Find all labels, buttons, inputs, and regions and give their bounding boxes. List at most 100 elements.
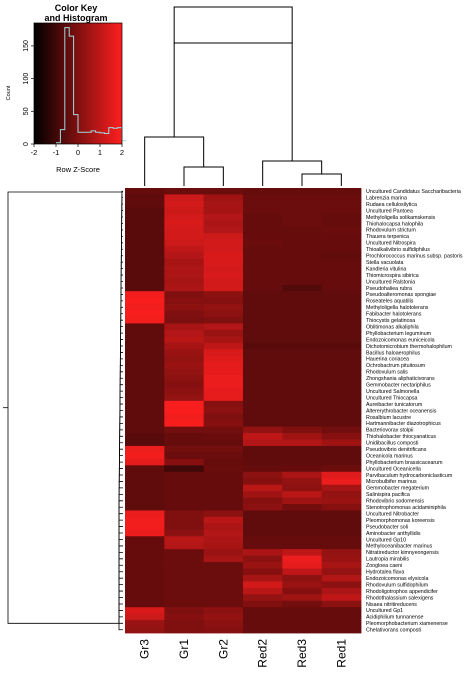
heatmap-cell: [164, 529, 205, 537]
heatmap-cell: [203, 329, 244, 337]
heatmap-cell: [282, 574, 323, 582]
heatmap-cell: [321, 265, 362, 273]
heatmap-cell: [282, 278, 323, 286]
heatmap-cell: [321, 484, 362, 492]
heatmap-cell: [243, 239, 283, 247]
key-y-label: Count: [6, 85, 12, 100]
heatmap-cell: [125, 220, 165, 228]
heatmap-cell: [321, 568, 362, 576]
row-label: Aureibacter tunicatorum: [366, 402, 423, 408]
heatmap-cell: [125, 316, 165, 324]
heatmap-cell: [164, 471, 205, 479]
heatmap-cell: [282, 510, 323, 518]
heatmap-cell: [164, 252, 205, 260]
row-label: Gemmobacter nectariphilus: [366, 383, 431, 389]
heatmap-cell: [164, 233, 205, 240]
heatmap-cell: [282, 555, 323, 563]
row-label: Uncultured Gp10: [366, 537, 406, 543]
key-title-line2: and Histogram: [44, 13, 107, 23]
row-label: Aminobacter anthyllidis: [366, 531, 421, 537]
heatmap-cell: [203, 387, 244, 395]
heatmap-cell: [321, 529, 362, 537]
row-label: Nisaea nitritireducens: [366, 602, 417, 608]
key-x-tick-label: -1: [53, 148, 60, 157]
heatmap-cell: [282, 484, 323, 492]
heatmap-cell: [125, 310, 165, 318]
heatmap-cell: [125, 594, 165, 602]
heatmap-cell: [164, 607, 205, 615]
heatmap-cell: [164, 594, 205, 602]
heatmap-cell: [203, 426, 244, 434]
heatmap-cell: [164, 304, 205, 311]
heatmap-cell: [164, 265, 205, 273]
heatmap-cell: [164, 439, 205, 447]
heatmap-cell: [203, 491, 244, 498]
heatmap-cell: [321, 594, 362, 602]
heatmap-cell: [243, 620, 283, 627]
row-label: Phyllobacterium brassicacearum: [366, 460, 443, 466]
heatmap-cell: [243, 549, 283, 557]
dendrogram-branch: [7, 191, 123, 624]
heatmap-cell: [243, 407, 283, 415]
row-label: Fabibacter halotolerans: [366, 312, 422, 318]
column-label: Red3: [295, 639, 309, 668]
heatmap-cell: [125, 439, 165, 447]
heatmap-cell: [164, 620, 205, 627]
heatmap-cell: [164, 574, 205, 582]
heatmap-cell: [203, 278, 244, 286]
heatmap-cell: [125, 252, 165, 260]
row-label: Phyllobacterium leguminum: [366, 331, 432, 337]
heatmap-cell: [164, 220, 205, 228]
heatmap-cell: [125, 523, 165, 531]
heatmap-cell: [321, 381, 362, 389]
heatmap-cell: [243, 555, 283, 563]
heatmap-cell: [203, 516, 244, 524]
heatmap-cell: [282, 194, 323, 202]
heatmap-cell: [203, 207, 244, 215]
heatmap-cell: [243, 349, 283, 357]
row-label: Nitratireductor kimnyeongensis: [366, 550, 439, 556]
heatmap-cell: [243, 362, 283, 369]
heatmap-cell: [125, 452, 165, 460]
heatmap-cell: [164, 458, 205, 466]
row-label: Uncultured Nitrobacter: [366, 511, 419, 517]
heatmap-cell: [321, 549, 362, 557]
heatmap-cell: [164, 291, 205, 299]
heatmap-cell: [164, 258, 205, 266]
heatmap-cell: [125, 620, 165, 627]
heatmap-cell: [125, 368, 165, 376]
heatmap-cell: [164, 407, 205, 415]
heatmap-cell: [164, 420, 205, 428]
heatmap-cell: [282, 607, 323, 615]
heatmap-cell: [243, 194, 283, 202]
heatmap-cell: [203, 297, 244, 305]
heatmap-cell: [321, 400, 362, 408]
heatmap-cell: [282, 497, 323, 505]
heatmap-cell: [282, 284, 323, 292]
heatmap-cell: [125, 568, 165, 576]
heatmap-cell: [164, 523, 205, 531]
heatmap-cell: [164, 200, 205, 208]
heatmap-cell: [164, 329, 205, 337]
heatmap-cell: [203, 613, 244, 621]
heatmap-cell: [203, 574, 244, 582]
heatmap-cell: [243, 284, 283, 292]
row-label: Unidibacillus composti: [366, 441, 418, 447]
heatmap-cell: [164, 562, 205, 569]
heatmap-cell: [321, 304, 362, 311]
heatmap-cell: [203, 587, 244, 595]
heatmap-cell: [203, 562, 244, 569]
heatmap-cell: [243, 375, 283, 382]
heatmap-cell: [203, 233, 244, 240]
row-label: Pleomorphomonas koreensis: [366, 518, 435, 524]
heatmap-cell: [203, 213, 244, 221]
heatmap-cell: [282, 433, 323, 440]
heatmap-cell: [203, 284, 244, 292]
heatmap-cell: [321, 394, 362, 402]
row-label: Altererythrobacter oceanensis: [366, 408, 437, 414]
key-histogram: [56, 27, 127, 144]
heatmap-cell: [321, 213, 362, 221]
heatmap-cell: [321, 188, 362, 195]
heatmap-cell: [321, 426, 362, 434]
heatmap-cell: [125, 426, 165, 434]
